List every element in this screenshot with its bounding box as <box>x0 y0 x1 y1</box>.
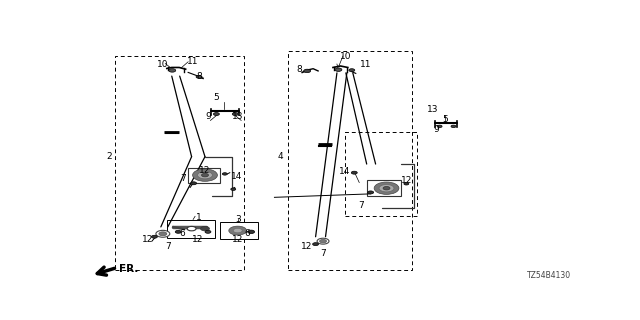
Text: 12: 12 <box>142 235 154 244</box>
Circle shape <box>159 232 167 236</box>
Circle shape <box>202 173 209 177</box>
Circle shape <box>205 230 211 233</box>
Text: 5: 5 <box>442 115 448 124</box>
Text: 8: 8 <box>196 72 202 81</box>
Text: 6: 6 <box>180 228 186 237</box>
Text: 14: 14 <box>231 172 243 181</box>
Text: 6: 6 <box>244 228 250 237</box>
Circle shape <box>200 227 209 231</box>
Text: 12: 12 <box>199 166 211 175</box>
Text: 5: 5 <box>214 93 220 102</box>
Bar <box>188 168 220 182</box>
Circle shape <box>379 185 394 192</box>
Circle shape <box>404 182 409 185</box>
Text: 13: 13 <box>232 111 243 121</box>
Circle shape <box>319 239 326 243</box>
Bar <box>167 220 216 238</box>
Circle shape <box>383 187 390 190</box>
Circle shape <box>233 228 242 233</box>
Circle shape <box>335 68 342 71</box>
Text: 12: 12 <box>192 235 204 244</box>
Circle shape <box>451 125 456 128</box>
Circle shape <box>312 243 319 246</box>
Text: 8: 8 <box>296 65 302 74</box>
Circle shape <box>187 227 196 231</box>
Circle shape <box>317 238 329 244</box>
Circle shape <box>191 182 196 185</box>
Text: 12: 12 <box>232 235 243 244</box>
Circle shape <box>248 230 255 234</box>
Circle shape <box>156 230 170 237</box>
Circle shape <box>349 69 355 72</box>
Bar <box>367 180 401 196</box>
Text: FR.: FR. <box>118 264 138 274</box>
Circle shape <box>304 69 310 73</box>
Text: 1: 1 <box>196 212 202 221</box>
Circle shape <box>351 171 357 174</box>
Text: 7: 7 <box>180 174 186 183</box>
Text: 9: 9 <box>205 111 211 121</box>
Text: 7: 7 <box>165 242 171 251</box>
Circle shape <box>169 69 176 72</box>
Bar <box>115 56 244 270</box>
Text: 9: 9 <box>433 125 439 134</box>
Bar <box>346 132 417 216</box>
Text: 11: 11 <box>360 60 372 69</box>
Bar <box>220 222 257 239</box>
Text: 12: 12 <box>301 242 312 251</box>
Bar <box>288 51 412 270</box>
Circle shape <box>152 235 157 238</box>
Circle shape <box>198 172 212 179</box>
Text: 10: 10 <box>157 60 168 69</box>
Text: 7: 7 <box>358 202 364 211</box>
Circle shape <box>437 125 442 128</box>
Text: 10: 10 <box>340 52 351 61</box>
Text: 12: 12 <box>401 176 413 185</box>
Circle shape <box>222 173 227 175</box>
Text: 2: 2 <box>107 152 112 161</box>
Text: 4: 4 <box>278 152 284 161</box>
Circle shape <box>374 182 399 194</box>
Text: 11: 11 <box>187 57 198 66</box>
Circle shape <box>175 230 181 233</box>
Circle shape <box>193 169 218 181</box>
Text: 14: 14 <box>339 167 350 176</box>
Circle shape <box>367 191 374 194</box>
Circle shape <box>229 226 246 235</box>
Circle shape <box>231 188 236 190</box>
Text: 13: 13 <box>428 105 439 114</box>
Text: 7: 7 <box>320 250 326 259</box>
Circle shape <box>196 75 202 78</box>
Text: 3: 3 <box>236 215 241 224</box>
Circle shape <box>213 113 220 116</box>
Text: TZ54B4130: TZ54B4130 <box>527 271 571 280</box>
Circle shape <box>232 113 238 116</box>
